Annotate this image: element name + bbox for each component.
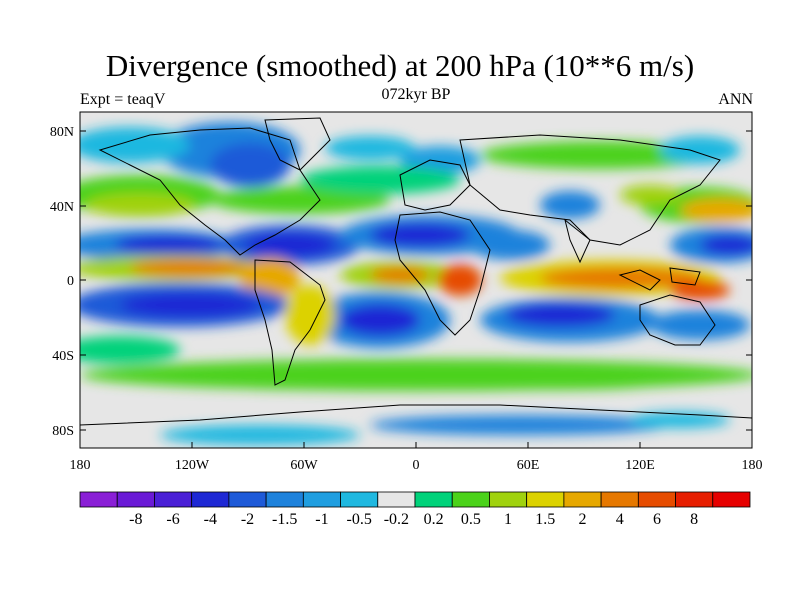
colorbar-swatch — [154, 491, 193, 508]
colorbar-label: -4 — [204, 511, 217, 528]
season-label: ANN — [718, 91, 753, 108]
colorbar-swatch — [451, 491, 490, 508]
colorbar-swatch — [675, 491, 714, 508]
lon-tick-label: 120W — [175, 458, 210, 473]
colorbar-swatch — [489, 491, 528, 508]
colorbar-label: 6 — [653, 511, 661, 528]
lat-tick-label: 40S — [52, 349, 74, 364]
colorbar-swatch — [377, 491, 416, 508]
colorbar-swatch — [637, 491, 676, 508]
colorbar-label: -1 — [315, 511, 328, 528]
colorbar-swatch — [414, 491, 453, 508]
colorbar-label: 0.5 — [461, 511, 481, 528]
lat-tick-label: 80S — [52, 424, 74, 439]
colorbar-label: -6 — [166, 511, 179, 528]
colorbar-swatch — [600, 491, 639, 508]
colorbar-label: -1.5 — [272, 511, 297, 528]
lat-tick-label: 40N — [50, 200, 74, 215]
map-title: Divergence (smoothed) at 200 hPa (10**6 … — [105, 48, 695, 83]
colorbar-swatch — [265, 491, 304, 508]
colorbar-swatch — [228, 491, 267, 508]
colorbar-swatch — [191, 491, 230, 508]
lon-tick-label: 180 — [70, 458, 91, 473]
colorbar-swatch — [79, 491, 118, 508]
lon-tick-label: 60W — [290, 458, 318, 473]
colorbar-label: -2 — [241, 511, 254, 528]
colorbar-label: 4 — [616, 511, 624, 528]
colorbar-swatch — [302, 491, 341, 508]
lon-axis — [79, 442, 753, 448]
lat-axis — [80, 130, 752, 431]
lat-tick-label: 80N — [50, 125, 74, 140]
lat-tick-label: 0 — [67, 274, 74, 289]
colorbar-label: 0.2 — [424, 511, 444, 528]
colorbar-swatch — [563, 491, 602, 508]
lon-tick-label: 60E — [517, 458, 540, 473]
lon-tick-label: 120E — [625, 458, 655, 473]
colorbar-swatch — [116, 491, 155, 508]
colorbar-label: 1.5 — [535, 511, 555, 528]
colorbar-label: -0.2 — [384, 511, 409, 528]
colorbar-swatch — [526, 491, 565, 508]
colorbar-swatch — [340, 491, 379, 508]
colorbar-label: 1 — [504, 511, 512, 528]
colorbar-label: 2 — [579, 511, 587, 528]
divergence-field — [80, 112, 752, 448]
colorbar-label: 8 — [690, 511, 698, 528]
coastlines — [80, 117, 752, 426]
lon-tick-label: 0 — [413, 458, 420, 473]
colorbar-label: -8 — [129, 511, 142, 528]
experiment-label: Expt = teaqV — [80, 91, 166, 108]
colorbar: -8 -6 -4 -2 -1.5 -1 -0.5 -0.2 0.2 0.5 1 1.5 2 4 6 8 — [79, 491, 751, 528]
lon-tick-label: 180 — [742, 458, 763, 473]
time-label: 072kyr BP — [381, 86, 451, 103]
colorbar-swatch — [712, 491, 751, 508]
colorbar-label: -0.5 — [347, 511, 372, 528]
